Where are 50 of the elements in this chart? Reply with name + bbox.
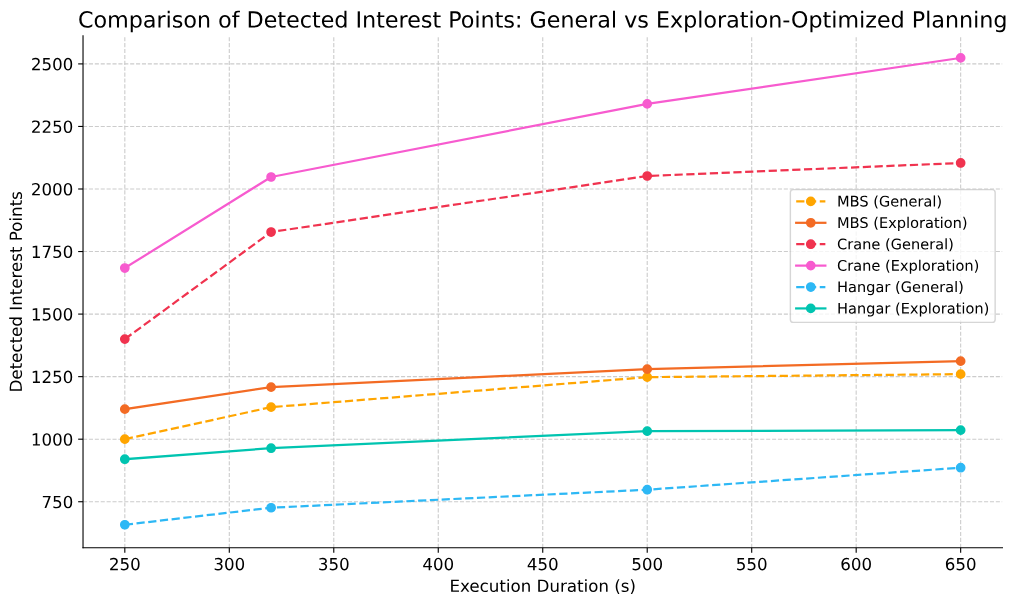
- x-tick-label: 350: [319, 557, 349, 571]
- point: [266, 227, 276, 237]
- x-tick-label: 650: [945, 557, 976, 571]
- x-axis-title: Execution Duration (s): [451, 579, 635, 595]
- point: [955, 425, 966, 436]
- point: [119, 263, 130, 273]
- point: [955, 356, 966, 366]
- point: [119, 404, 130, 415]
- y-tick-label: 1000: [32, 433, 73, 446]
- y-tick-label: 2000: [32, 182, 73, 196]
- point: [119, 434, 130, 445]
- legend-label: Crane (Exploration): [837, 259, 979, 274]
- x-tick-label: 500: [632, 557, 663, 571]
- x-tick-label: 400: [423, 557, 454, 571]
- legend-label: Hangar (General): [838, 281, 963, 296]
- x-tick-label: 600: [841, 557, 871, 571]
- y-tick-label: 750: [42, 495, 73, 509]
- legend-label: MBS (Exploration): [838, 216, 967, 231]
- x-tick-label: 450: [527, 557, 558, 571]
- point: [266, 402, 276, 413]
- point: [955, 369, 966, 379]
- point: [642, 484, 653, 495]
- y-tick-label: 2500: [32, 57, 73, 71]
- point: [642, 372, 653, 383]
- point: [955, 462, 966, 473]
- legend-label: Hangar (Exploration): [838, 302, 989, 317]
- point: [642, 171, 653, 181]
- point: [642, 99, 653, 109]
- legend-label: Crane (General): [837, 238, 953, 252]
- y-tick-label: 1750: [32, 245, 73, 259]
- y-axis-title: Detected Interest Points: [9, 192, 23, 391]
- point: [119, 519, 130, 530]
- point: [266, 502, 276, 513]
- y-tick-label: 1250: [32, 370, 73, 384]
- point: [642, 364, 653, 374]
- point: [955, 53, 966, 63]
- point: [266, 443, 276, 454]
- y-tick-label: 2250: [32, 120, 73, 134]
- point: [955, 158, 966, 168]
- x-tick-label: 250: [110, 557, 140, 571]
- legend-label: MBS (General): [838, 195, 941, 209]
- point: [642, 426, 653, 437]
- point: [119, 334, 130, 344]
- point: [266, 172, 276, 182]
- point: [266, 382, 276, 393]
- chart-title: Comparison of Detected Interest Points: General vs Exploration-Optimized Planning: [79, 10, 1006, 33]
- point: [119, 454, 130, 465]
- x-tick-label: 550: [737, 557, 767, 571]
- y-tick-label: 1500: [32, 308, 73, 321]
- x-tick-label: 300: [214, 557, 245, 571]
